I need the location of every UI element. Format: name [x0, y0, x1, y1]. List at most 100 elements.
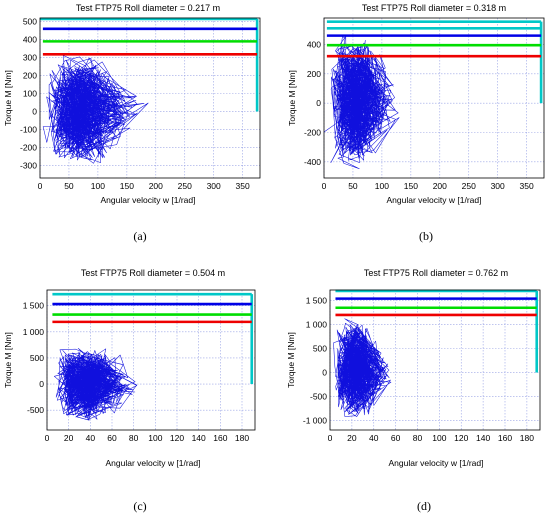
panel-d-limit-lines [335, 289, 539, 373]
panel-a: Test FTP75 Roll diameter = 0.217 m 0 50 10… [3, 3, 261, 243]
y-tick-label: -300 [20, 160, 37, 170]
x-tick-label: 0 [328, 433, 333, 443]
panel-b-plot-area [323, 17, 545, 179]
panel-b-title: Test FTP75 Roll diameter = 0.318 m [362, 3, 506, 13]
x-tick-label: 50 [348, 181, 358, 191]
panel-d-y-axis-label: Torque M [Nm] [286, 332, 296, 388]
y-tick-label: -1 000 [303, 415, 327, 425]
panel-b-caption: (b) [419, 229, 433, 243]
x-tick-label: 0 [38, 181, 43, 191]
x-tick-label: 200 [433, 181, 447, 191]
x-tick-label: 120 [454, 433, 468, 443]
panel-a-plot-area [39, 17, 261, 179]
panel-d-plot-area [329, 289, 541, 431]
panel-b-x-tick-labels: 0 50 100 150 200 250 300 350 [322, 181, 534, 191]
y-tick-label: -200 [304, 127, 321, 137]
x-tick-label: 300 [207, 181, 221, 191]
panel-d-y-tick-labels: -1 000 -500 0 500 1 000 1 500 [303, 296, 327, 426]
panel-a-caption: (a) [133, 229, 146, 243]
panel-b-y-tick-labels: -400 -200 0 200 400 [304, 39, 321, 166]
panel-c-title: Test FTP75 Roll diameter = 0.504 m [81, 268, 225, 278]
panel-d-caption: (d) [417, 499, 431, 513]
y-tick-label: -200 [20, 142, 37, 152]
y-tick-label: 500 [313, 343, 327, 353]
y-tick-label: 200 [23, 71, 37, 81]
x-tick-label: 120 [170, 433, 184, 443]
x-tick-label: 180 [235, 433, 249, 443]
panel-d-x-tick-labels: 0 20 40 60 80 100 120 140 160 180 [328, 433, 535, 443]
panel-b: Test FTP75 Roll diameter = 0.318 m 0 50 10… [287, 3, 545, 243]
panel-a-title: Test FTP75 Roll diameter = 0.217 m [76, 3, 220, 13]
x-tick-label: 0 [45, 433, 50, 443]
x-tick-label: 180 [520, 433, 534, 443]
x-tick-label: 160 [498, 433, 512, 443]
panel-a-x-axis-label: Angular velocity w [1/rad] [101, 195, 196, 205]
y-tick-label: -500 [27, 405, 44, 415]
panel-b-limit-lines [326, 20, 543, 104]
x-tick-label: 60 [391, 433, 401, 443]
panel-a-y-tick-labels: -300 -200 -100 0 100 200 300 400 500 [20, 17, 37, 171]
x-tick-label: 250 [178, 181, 192, 191]
y-tick-label: 0 [316, 98, 321, 108]
panel-c-x-tick-labels: 0 20 40 60 80 100 120 140 160 180 [45, 433, 250, 443]
panel-a-limit-lines [40, 17, 259, 112]
y-tick-label: -500 [310, 391, 327, 401]
panel-c: Test FTP75 Roll diameter = 0.504 m 0 20 40… [3, 268, 256, 513]
y-tick-label: -100 [20, 124, 37, 134]
panel-c-plot-area [46, 289, 256, 431]
torque-speed-trace [324, 36, 400, 170]
panel-a-data-trace [42, 55, 149, 164]
x-tick-label: 150 [120, 181, 134, 191]
y-tick-label: 1 000 [306, 320, 328, 330]
y-tick-label: 500 [23, 17, 37, 27]
panel-c-y-axis-label: Torque M [Nm] [3, 332, 13, 388]
panel-b-y-axis-label: Torque M [Nm] [287, 70, 297, 126]
panel-d-data-trace [333, 318, 392, 417]
x-tick-label: 20 [347, 433, 357, 443]
panel-a-x-tick-labels: 0 50 100 150 200 250 300 350 [38, 181, 250, 191]
panel-d: Test FTP75 Roll diameter = 0.762 m 0 20 40… [286, 268, 541, 513]
panel-a-y-axis-label: Torque M [Nm] [3, 70, 13, 126]
y-tick-label: 300 [23, 53, 37, 63]
panel-d-title: Test FTP75 Roll diameter = 0.762 m [364, 268, 508, 278]
x-tick-label: 100 [148, 433, 162, 443]
y-tick-label: 1 500 [23, 301, 45, 311]
panel-b-data-trace [324, 36, 400, 170]
y-tick-label: -400 [304, 157, 321, 167]
y-tick-label: 500 [30, 353, 44, 363]
panel-d-x-axis-label: Angular velocity w [1/rad] [389, 458, 484, 468]
y-tick-label: 400 [23, 35, 37, 45]
torque-speed-trace [42, 55, 149, 164]
y-tick-label: 0 [39, 379, 44, 389]
x-tick-label: 80 [413, 433, 423, 443]
x-tick-label: 350 [236, 181, 250, 191]
y-tick-label: 1 500 [306, 296, 328, 306]
y-tick-label: 0 [32, 106, 37, 116]
x-tick-label: 40 [369, 433, 379, 443]
panel-c-data-trace [54, 348, 138, 421]
x-tick-label: 0 [322, 181, 327, 191]
x-tick-label: 140 [192, 433, 206, 443]
x-tick-label: 20 [64, 433, 74, 443]
y-tick-label: 1 000 [23, 327, 45, 337]
y-tick-label: 0 [322, 367, 327, 377]
torque-speed-trace [333, 318, 392, 417]
torque-speed-trace [54, 348, 138, 421]
y-tick-label: 200 [307, 69, 321, 79]
x-tick-label: 350 [520, 181, 534, 191]
x-tick-label: 40 [86, 433, 96, 443]
x-tick-label: 140 [476, 433, 490, 443]
panel-c-caption: (c) [133, 499, 146, 513]
panel-c-x-axis-label: Angular velocity w [1/rad] [106, 458, 201, 468]
panel-c-limit-lines [52, 292, 254, 385]
y-tick-label: 100 [23, 89, 37, 99]
x-tick-label: 50 [64, 181, 74, 191]
x-tick-label: 60 [107, 433, 117, 443]
x-tick-label: 200 [149, 181, 163, 191]
y-tick-label: 400 [307, 39, 321, 49]
x-tick-label: 100 [91, 181, 105, 191]
x-tick-label: 160 [213, 433, 227, 443]
panel-b-x-axis-label: Angular velocity w [1/rad] [387, 195, 482, 205]
x-tick-label: 100 [375, 181, 389, 191]
